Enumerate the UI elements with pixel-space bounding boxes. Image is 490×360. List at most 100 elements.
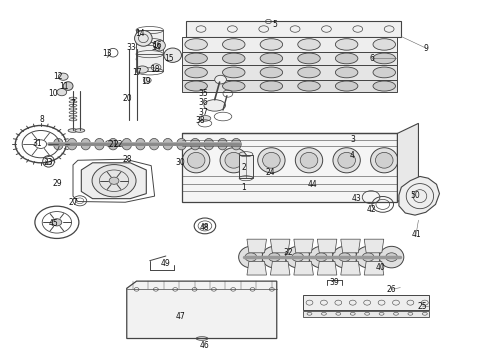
Ellipse shape [316,253,327,261]
Text: 15: 15 [165,54,174,63]
Bar [303,296,429,310]
Polygon shape [318,239,337,253]
Ellipse shape [202,224,207,228]
Ellipse shape [260,81,283,91]
Bar [136,30,163,47]
Ellipse shape [218,138,227,150]
Text: 6: 6 [369,54,374,63]
Ellipse shape [356,246,380,268]
Ellipse shape [245,253,257,261]
Ellipse shape [220,148,247,173]
Ellipse shape [154,40,165,51]
Text: 47: 47 [175,312,185,321]
Polygon shape [399,176,440,215]
Ellipse shape [185,67,207,78]
Ellipse shape [164,48,181,62]
Ellipse shape [75,129,85,132]
Ellipse shape [231,138,241,150]
Ellipse shape [204,138,214,150]
Bar [303,311,429,317]
Ellipse shape [149,138,159,150]
Ellipse shape [144,77,151,83]
Text: 3: 3 [350,135,355,144]
Polygon shape [294,261,314,275]
Text: 23: 23 [44,158,53,167]
Bar [136,54,163,71]
Text: 17: 17 [133,68,142,77]
Ellipse shape [260,39,283,50]
Ellipse shape [67,138,77,150]
Text: 41: 41 [411,230,421,239]
Ellipse shape [373,81,395,91]
Ellipse shape [95,138,104,150]
Ellipse shape [263,152,280,168]
Polygon shape [182,80,397,92]
Text: 49: 49 [161,259,171,268]
Ellipse shape [333,148,360,173]
Ellipse shape [260,67,283,78]
Polygon shape [341,239,360,253]
Text: 42: 42 [366,205,376,214]
Ellipse shape [286,246,310,268]
Polygon shape [182,37,397,51]
Text: 29: 29 [52,179,62,188]
Text: 18: 18 [150,65,159,74]
Ellipse shape [185,53,207,64]
Text: 2: 2 [242,163,246,172]
Text: 45: 45 [49,219,58,228]
Ellipse shape [373,39,395,50]
Text: 16: 16 [152,41,162,50]
Text: 25: 25 [417,302,427,311]
Text: 38: 38 [195,116,205,125]
Text: 37: 37 [198,108,208,117]
Ellipse shape [239,246,263,268]
Ellipse shape [379,246,404,268]
Ellipse shape [215,75,226,84]
Polygon shape [270,239,290,253]
Ellipse shape [373,67,395,78]
Text: 40: 40 [376,264,386,273]
Polygon shape [182,65,397,80]
Polygon shape [186,22,401,37]
Text: 46: 46 [200,341,210,350]
Polygon shape [81,163,147,199]
Polygon shape [270,261,290,275]
Ellipse shape [182,148,210,173]
Text: 36: 36 [198,98,208,107]
Polygon shape [341,261,360,275]
Ellipse shape [298,53,320,64]
Ellipse shape [260,53,283,64]
Ellipse shape [298,81,320,91]
Text: 43: 43 [351,194,361,203]
Ellipse shape [335,39,358,50]
Text: 10: 10 [49,89,58,98]
Ellipse shape [185,81,207,91]
Polygon shape [127,281,277,338]
Ellipse shape [81,138,91,150]
Ellipse shape [309,246,333,268]
Ellipse shape [222,67,245,78]
Ellipse shape [222,39,245,50]
Text: 30: 30 [175,158,185,167]
Ellipse shape [108,138,118,150]
Ellipse shape [386,253,397,261]
Text: 27: 27 [68,198,78,207]
Ellipse shape [222,53,245,64]
Bar [136,42,163,59]
Polygon shape [247,261,267,275]
Ellipse shape [292,253,304,261]
Ellipse shape [373,53,395,64]
Ellipse shape [298,67,320,78]
Text: 8: 8 [40,115,45,124]
Ellipse shape [185,39,207,50]
Ellipse shape [300,152,318,168]
Polygon shape [364,261,384,275]
Text: 22: 22 [113,140,122,149]
Ellipse shape [332,246,357,268]
Polygon shape [364,239,384,253]
Text: 34: 34 [151,43,161,52]
Ellipse shape [339,253,350,261]
Text: 20: 20 [123,94,133,103]
Ellipse shape [222,81,245,91]
Ellipse shape [362,253,374,261]
